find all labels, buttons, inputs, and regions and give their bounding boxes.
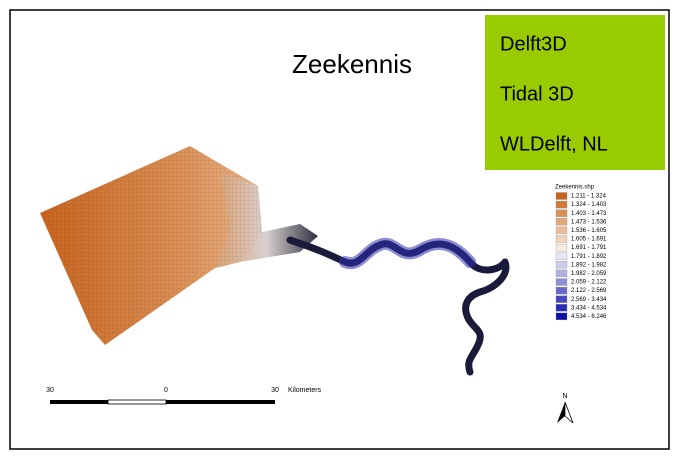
map-title: Zeekennis <box>292 49 412 79</box>
legend-swatch <box>555 269 568 278</box>
legend-swatch <box>555 209 568 217</box>
legend-label: 1.691 - 1.791 <box>571 245 607 251</box>
scale-label: 30 <box>271 387 279 394</box>
north-label: N <box>562 393 567 400</box>
legend-label: 1.982 - 2.059 <box>571 271 607 277</box>
legend-swatch <box>555 218 568 226</box>
legend: Zeekennis.shp 1.211 - 1.324 1.324 - 1.403… <box>555 185 607 321</box>
legend-label: 3.434 - 4.534 <box>571 305 607 311</box>
legend-label: 2.122 - 2.569 <box>571 288 607 294</box>
scale-label: 30 <box>46 387 54 394</box>
legend-label: 1.324 - 1.403 <box>571 202 607 208</box>
scale-segment <box>166 400 275 404</box>
legend-swatch <box>555 286 568 295</box>
legend-swatch <box>555 304 568 312</box>
legend-label: 4.534 - 6.246 <box>571 314 607 320</box>
north-arrow-left <box>557 402 565 423</box>
north-arrow: N <box>557 393 574 424</box>
legend-label: 1.791 - 1.892 <box>571 254 607 260</box>
legend-title: Zeekennis.shp <box>555 185 595 191</box>
info-box: Delft3D Tidal 3D WLDelft, NL <box>485 15 665 170</box>
legend-label: 2.569 - 3.434 <box>571 297 607 303</box>
legend-swatch <box>555 226 568 235</box>
legend-swatch <box>555 243 568 252</box>
river-upper <box>339 237 476 270</box>
legend-swatch <box>555 261 568 269</box>
scale-unit: Kilometers <box>288 387 322 394</box>
legend-swatch <box>555 312 568 321</box>
scale-label: 0 <box>164 387 168 394</box>
north-arrow-right <box>564 401 574 424</box>
info-line: WLDelft, NL <box>500 133 608 155</box>
legend-label: 1.536 - 1.605 <box>571 228 607 234</box>
legend-swatch <box>555 192 568 200</box>
scale-segment <box>50 400 108 404</box>
mesh-overlay <box>40 146 262 345</box>
legend-swatch <box>555 295 568 303</box>
legend-label: 1.211 - 1.324 <box>571 194 607 200</box>
legend-label: 1.473 - 1.536 <box>571 219 607 225</box>
estuary-grid <box>40 146 510 376</box>
legend-label: 1.403 - 1.473 <box>571 211 607 217</box>
legend-label: 1.892 - 1.982 <box>571 262 607 268</box>
info-line: Tidal 3D <box>500 83 574 105</box>
scale-segment <box>107 399 167 405</box>
scale-bar: 30 0 30 Kilometers <box>46 387 322 405</box>
info-box-bg <box>485 15 665 170</box>
legend-swatch <box>555 252 568 260</box>
legend-swatch <box>555 278 568 286</box>
legend-swatch <box>555 200 568 209</box>
legend-label: 1.605 - 1.691 <box>571 237 607 243</box>
legend-swatch <box>555 235 568 243</box>
info-line: Delft3D <box>500 33 567 55</box>
legend-label: 2.059 - 2.122 <box>571 280 607 286</box>
